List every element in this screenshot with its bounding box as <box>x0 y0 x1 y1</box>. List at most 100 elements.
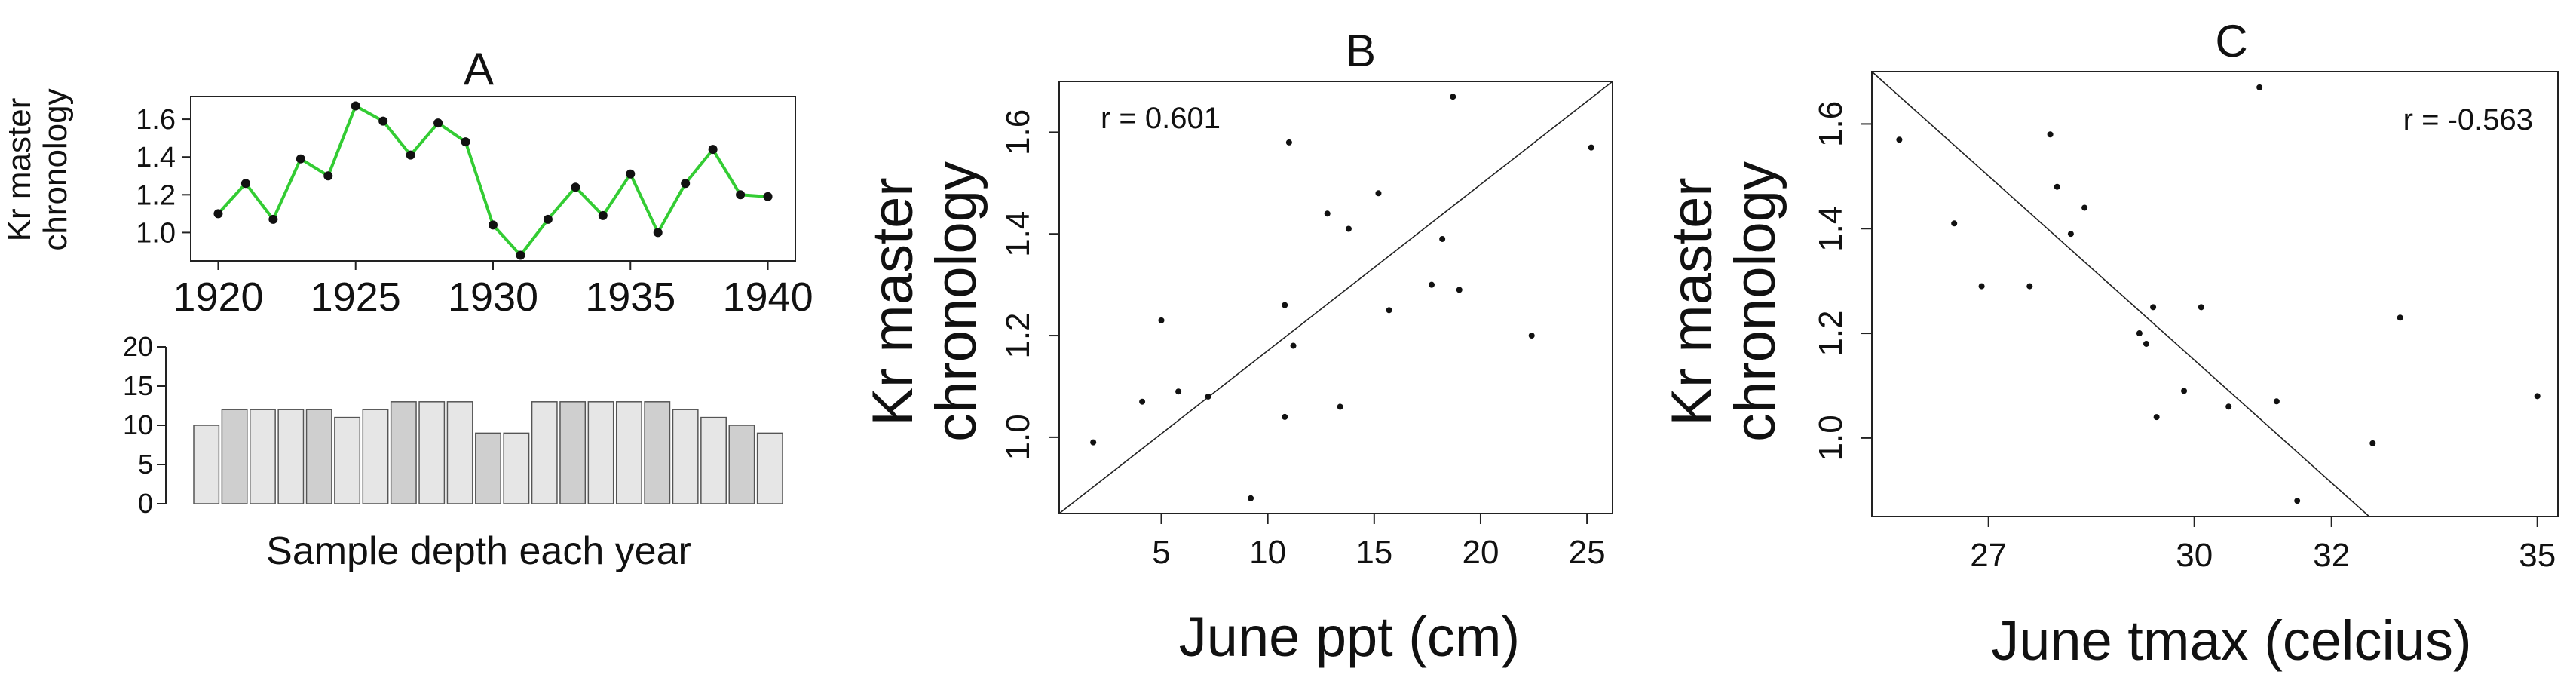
panel-a-y-ticks: 1.0 1.2 1.4 1.6 <box>136 104 191 249</box>
panel-c-point <box>2081 204 2088 211</box>
panel-b-point <box>1337 403 1343 410</box>
panel-b-point <box>1282 413 1288 420</box>
panel-c-y-ticks: 1.0 1.2 1.4 1.6 <box>1812 101 1872 461</box>
panel-c-fit-line <box>1871 71 2370 517</box>
panel-a-bar-y-tick-label: 5 <box>138 449 153 480</box>
panel-a-bar <box>250 409 276 504</box>
panel-b-point <box>1290 342 1297 349</box>
panel-c-x-ticks: 27 30 32 35 <box>1970 517 2556 574</box>
panel-b-x-ticks: 5 10 15 20 25 <box>1152 514 1606 571</box>
panel-a-point <box>213 209 223 219</box>
panel-a-bar <box>672 409 699 504</box>
panel-a-y-tick-label: 1.4 <box>136 142 176 173</box>
panel-a-point <box>461 137 470 147</box>
panel-a-bar <box>334 416 361 504</box>
panel-a-point <box>626 169 636 179</box>
panel-a-x-tick-label: 1920 <box>173 274 263 320</box>
panel-a-bar <box>475 432 501 504</box>
panel-a-point <box>268 214 278 224</box>
panel-c-point <box>2067 231 2074 238</box>
panel-a-point <box>323 171 333 181</box>
panel-a-point <box>708 145 718 155</box>
panel-c-point <box>2369 440 2376 446</box>
panel-a-point <box>681 179 691 189</box>
panel-c-point <box>2294 498 2301 504</box>
panel-b-y-tick-label: 1.6 <box>1000 109 1037 155</box>
panel-a-bar <box>531 401 558 504</box>
panel-a-bar-xlabel: Sample depth each year <box>266 529 691 573</box>
panel-a-point <box>571 182 580 192</box>
panel-a-ylabel-text: Kr masterchronology <box>1 88 74 250</box>
panel-c-point <box>2026 283 2033 290</box>
panel-b-plot-frame <box>1058 81 1613 514</box>
panel-b-point <box>1158 317 1165 323</box>
panel-c-annotation: r = -0.563 <box>2403 103 2533 136</box>
panel-b-point <box>1139 398 1146 405</box>
panel-a-bar-group <box>193 401 783 504</box>
panel-a-y-tick-label: 1.6 <box>136 104 176 136</box>
panel-c-point <box>2054 183 2060 190</box>
panel-b-point <box>1090 439 1097 446</box>
panel-a-y-tick-label: 1.0 <box>136 217 176 249</box>
panel-a-bar-y-ticks: 0 5 10 15 20 <box>123 331 166 519</box>
panel-c-point <box>2198 304 2204 311</box>
panel-a-bar <box>362 409 389 504</box>
panel-a-point <box>240 179 250 189</box>
panel-c-point <box>2225 403 2232 410</box>
panel-b-annotation: r = 0.601 <box>1101 102 1221 135</box>
panel-b-x-tick-label: 20 <box>1462 534 1499 571</box>
panel-a-point <box>489 220 498 230</box>
panel-a-x-tick-label: 1930 <box>448 274 538 320</box>
panel-b-scatter: B Kr masterchronology 1.0 1.2 1.4 1.6 5 10 15… <box>861 26 1613 668</box>
panel-a-line: A Kr masterchronology 1.01.21.41.6 1920 1… <box>1 44 813 320</box>
panel-b-point <box>1429 281 1435 288</box>
panel-a-title: A <box>464 44 494 94</box>
panel-a-bar-y-tick-label: 0 <box>138 488 153 519</box>
panel-a-points <box>213 101 773 260</box>
panel-c-x-tick-label: 35 <box>2519 537 2556 574</box>
panel-c-x-tick-label: 30 <box>2176 537 2213 574</box>
panel-b-ylabel-text: Kr masterchronology <box>861 161 988 442</box>
panel-b-point <box>1248 495 1254 501</box>
panel-b-ylabel-text-line-1: Kr master <box>861 177 925 425</box>
panel-a-bar <box>446 401 473 504</box>
panel-b-point <box>1345 225 1352 232</box>
panel-b-point <box>1456 287 1463 293</box>
panel-a-point <box>598 210 608 220</box>
panel-c-scatter: C Kr masterchronology 1.0 1.2 1.4 1.6 27 30 3… <box>1660 16 2559 672</box>
panel-c-ylabel-text-line-2: chronology <box>1723 161 1787 442</box>
panel-b-point <box>1282 302 1288 308</box>
panel-b-ylabel-text-line-2: chronology <box>924 161 988 442</box>
panel-a-point <box>653 228 663 238</box>
panel-c-x-tick-label: 27 <box>1970 537 2007 574</box>
panel-c-point <box>2143 340 2149 347</box>
panel-b-point <box>1386 307 1392 314</box>
panel-b-point <box>1588 144 1594 151</box>
panel-b-xlabel: June ppt (cm) <box>1179 605 1520 668</box>
panel-b-y-tick-label: 1.4 <box>1000 211 1037 257</box>
panel-c-point <box>2256 84 2263 90</box>
panel-a-bar <box>728 425 755 504</box>
panel-a-point <box>516 250 525 260</box>
panel-c-point <box>2153 414 2160 421</box>
panel-b-point <box>1175 388 1182 395</box>
panel-a-point <box>543 214 553 224</box>
panel-b-ylabel: Kr masterchronology <box>861 161 988 442</box>
panel-a-bar <box>418 401 446 504</box>
panel-c-point <box>2273 398 2280 405</box>
panel-b-y-ticks: 1.0 1.2 1.4 1.6 <box>1000 109 1059 460</box>
panel-a-point <box>351 101 360 111</box>
panel-a-bar <box>503 432 530 504</box>
panel-a-bar <box>700 416 727 504</box>
panel-b-y-tick-label: 1.0 <box>1000 414 1037 460</box>
panel-a-bar <box>305 409 332 504</box>
panel-a-point <box>736 190 746 200</box>
panel-b-point <box>1285 139 1292 146</box>
panel-b-x-tick-label: 10 <box>1249 534 1286 571</box>
panel-b-y-tick-label: 1.2 <box>1000 312 1037 358</box>
panel-b-point <box>1439 235 1446 242</box>
panel-c-point <box>1896 136 1903 143</box>
panel-a-bar <box>756 432 783 504</box>
panel-b-x-tick-label: 15 <box>1355 534 1392 571</box>
